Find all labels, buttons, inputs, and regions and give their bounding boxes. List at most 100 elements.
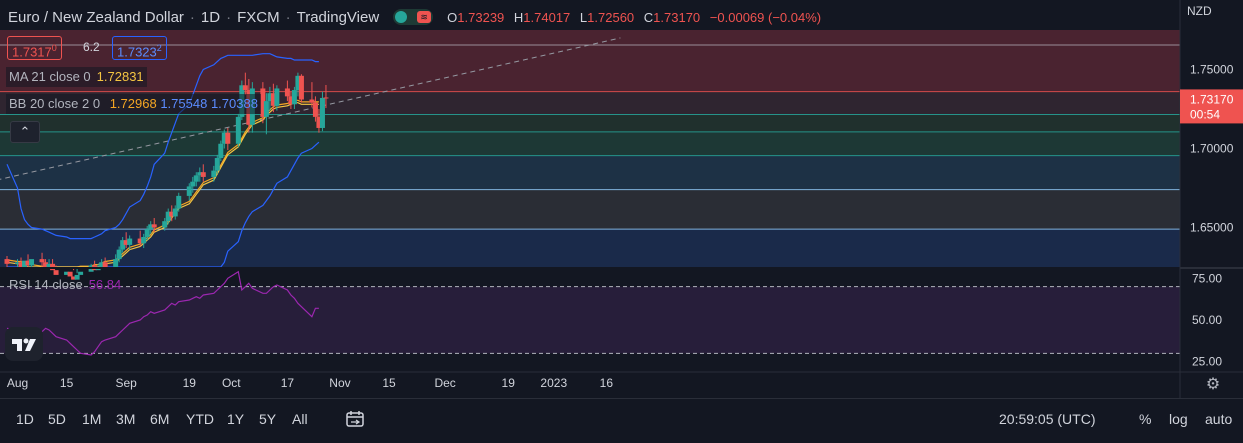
rsi-legend[interactable]: RSI 14 close 56.84 [9, 277, 122, 292]
candle-body [4, 259, 10, 264]
candle-body [242, 85, 248, 91]
range-button-5y[interactable]: 5Y [259, 411, 277, 427]
candle-body [235, 116, 241, 144]
time-tick-label: 19 [502, 376, 516, 390]
rsi-tick-label: 50.00 [1192, 313, 1222, 327]
price-tick-label: 1.75000 [1190, 63, 1234, 77]
candle-body [15, 262, 21, 264]
percent-toggle[interactable]: % [1139, 411, 1152, 427]
candle-body [148, 224, 154, 230]
countdown-label: 00:54 [1190, 107, 1220, 121]
candle-body [284, 88, 290, 97]
time-tick-label: 15 [60, 376, 74, 390]
time-tick-label: 19 [183, 376, 197, 390]
time-tick-label: 2023 [540, 376, 567, 390]
candle-body [113, 259, 119, 269]
log-toggle[interactable]: log [1169, 411, 1188, 427]
open-value: 1.73239 [457, 9, 505, 25]
range-button-3m[interactable]: 3M [116, 411, 136, 427]
separator-dot: · [285, 8, 291, 26]
time-tick-label: 16 [600, 376, 614, 390]
range-button-all[interactable]: All [292, 411, 308, 427]
collapse-legend-button[interactable]: ⌃ [10, 121, 40, 143]
time-tick-label: Sep [115, 376, 137, 390]
ohlc-readout: O1.73239 H1.74017 L1.72560 C1.73170 −0.0… [447, 9, 822, 25]
close-value: 1.73170 [653, 9, 701, 25]
candle-body [291, 90, 297, 105]
candle-body [102, 262, 108, 269]
rsi-pane [0, 267, 1243, 354]
bottom-toolbar: 1D 5D 1M 3M 6M YTD 1Y 5Y All 20:59:05 (UTC) % lo… [0, 398, 1243, 443]
tradingview-logo-icon [12, 338, 36, 351]
candle-body [263, 101, 269, 117]
range-button-1y[interactable]: 1Y [227, 411, 245, 427]
candle-body [22, 260, 28, 267]
candle-body [288, 96, 294, 105]
range-button-5d[interactable]: 5D [48, 411, 66, 427]
rsi-line [6, 270, 319, 356]
candle-body [165, 211, 171, 222]
chevron-up-icon: ⌃ [19, 124, 31, 139]
ma-legend[interactable]: MA 21 close 0 1.72831 [6, 67, 147, 87]
candle-body [186, 186, 192, 196]
chart-canvas[interactable]: 1.750001.700001.650001.7317000:5475.0050… [0, 0, 1243, 398]
candle-body [267, 93, 273, 102]
range-button-1m[interactable]: 1M [82, 411, 102, 427]
rsi-value: 56.84 [88, 277, 122, 292]
candle-body [316, 116, 322, 128]
market-status-toggle[interactable]: ≋ [393, 9, 434, 25]
trend-line [0, 37, 621, 180]
candle-body [225, 132, 231, 144]
candle-body [193, 175, 199, 182]
bb-lower-value: 1.70388 [210, 96, 258, 111]
range-button-ytd[interactable]: YTD [186, 411, 214, 427]
pane-clip [0, 267, 1180, 269]
bb-legend[interactable]: BB 20 close 2 0 1.72968 1.75548 1.70388 [6, 94, 261, 114]
time-axis[interactable]: Aug 15 Sep 19 Oct 17 Nov 15 Dec 19 2023 16 ⚙ [7, 376, 1220, 393]
sell-price-button[interactable]: 1.73170 [7, 36, 62, 60]
candle-body [64, 271, 70, 275]
last-price-tag [1180, 89, 1243, 124]
separator-dot: · [226, 8, 232, 26]
spread-value: 6.2 [83, 40, 100, 54]
candle-body [141, 236, 147, 244]
candle-body [260, 88, 266, 117]
candle-body [151, 224, 157, 228]
change-value: −0.00069 (−0.04%) [709, 9, 822, 25]
time-tick-label: Nov [329, 376, 350, 390]
candle-body [74, 274, 80, 280]
date-range-icon[interactable] [343, 408, 367, 433]
currency-label[interactable]: NZD [1187, 4, 1212, 18]
candle-body [309, 99, 315, 103]
candle-body [169, 211, 175, 217]
price-zone [0, 114, 1180, 132]
clock[interactable]: 20:59:05 (UTC) [999, 411, 1096, 427]
price-zones [0, 30, 1180, 267]
candle-body [25, 260, 31, 266]
high-value: 1.74017 [523, 9, 571, 25]
candle-body [197, 172, 203, 176]
tradingview-logo[interactable] [5, 327, 43, 361]
ma-value: 1.72831 [96, 69, 144, 84]
candle-body [53, 270, 59, 275]
candle-body [270, 93, 276, 106]
low-value: 1.72560 [587, 9, 635, 25]
indicator-icon: ≋ [417, 11, 432, 23]
range-button-6m[interactable]: 6M [150, 411, 170, 427]
price-axis[interactable]: 1.750001.700001.650001.7317000:5475.0050… [0, 0, 1243, 398]
price-zone [0, 30, 1180, 92]
buy-price-button[interactable]: 1.73232 [112, 36, 167, 60]
candle-body [127, 238, 133, 245]
candle-body [46, 263, 52, 269]
auto-toggle[interactable]: auto [1205, 411, 1233, 427]
price-zone [0, 229, 1180, 267]
symbol-name[interactable]: Euro / New Zealand Dollar [8, 8, 184, 26]
time-tick-label: 15 [382, 376, 396, 390]
chart-header: Euro / New Zealand Dollar · 1D · FXCM · … [8, 6, 827, 28]
range-button-1d[interactable]: 1D [16, 411, 34, 427]
price-zone [0, 155, 1180, 190]
interval[interactable]: 1D [200, 8, 221, 26]
candle-body [190, 181, 196, 187]
candle-body [312, 102, 318, 117]
candle-body [211, 170, 217, 177]
